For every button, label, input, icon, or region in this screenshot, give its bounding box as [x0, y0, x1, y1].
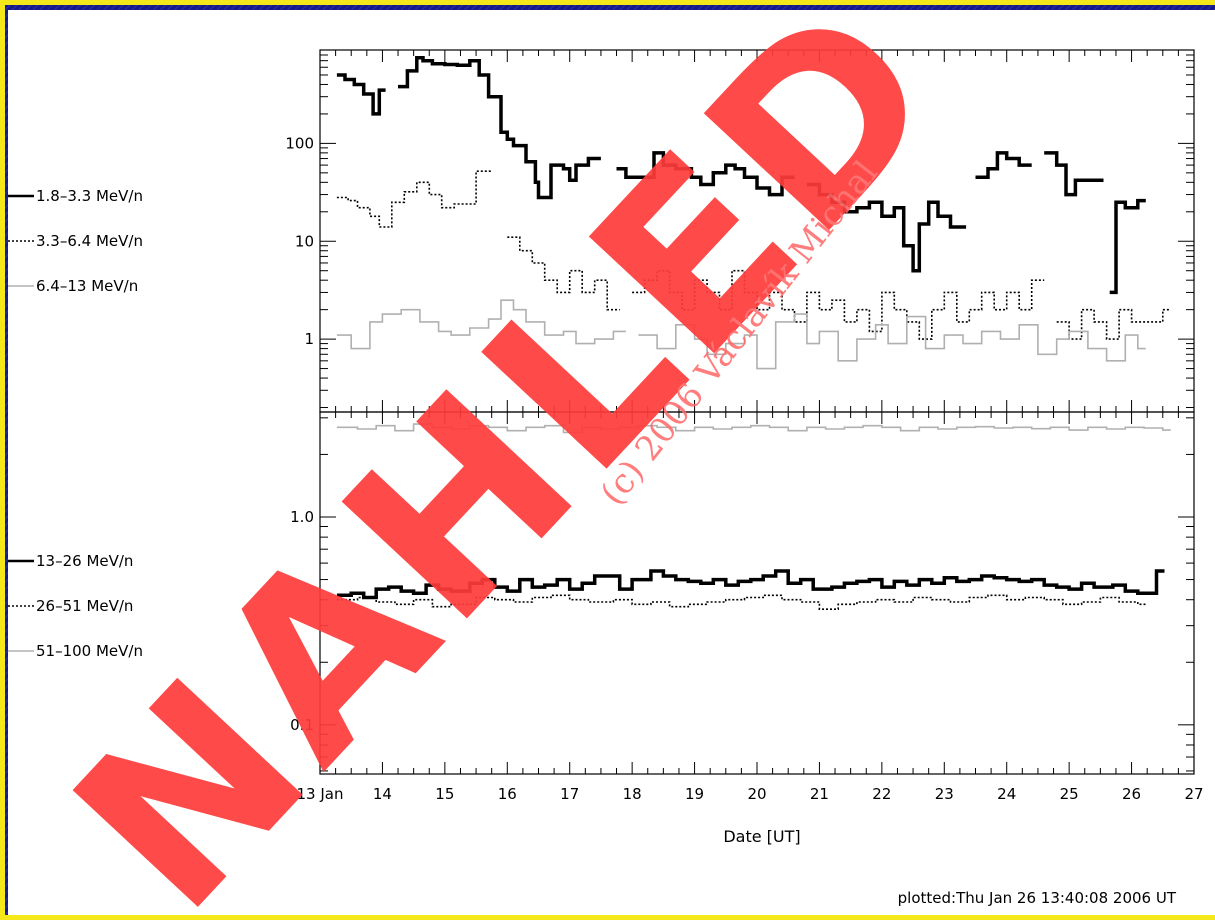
x-tick-label: 27 [1184, 785, 1203, 803]
y-tick-label: 0.1 [290, 716, 314, 734]
plotted-timestamp: plotted:Thu Jan 26 13:40:08 2006 UT [898, 889, 1177, 907]
x-tick-label: 23 [935, 785, 954, 803]
legend-label: 6.4–13 MeV/n [36, 277, 138, 295]
series-line-0-0 [336, 55, 1146, 295]
x-tick-label: 14 [373, 785, 392, 803]
x-tick-label: 26 [1122, 785, 1141, 803]
x-tick-label: 16 [498, 785, 517, 803]
particle-flux-chart: 1 10 100 0.1 1.0 13 Jan 14 15 16 17 18 19 20 21 22 23 24… [8, 10, 1204, 920]
x-tick-label: 24 [997, 785, 1016, 803]
legend-label: 1.8–3.3 MeV/n [36, 187, 143, 205]
y-tick-label: 10 [295, 232, 314, 250]
chart-panel: 1 10 100 0.1 1.0 13 Jan 14 15 16 17 18 19 20 21 22 23 24… [8, 10, 1215, 920]
series-line-1-1 [336, 594, 1146, 610]
legend-label: 51–100 MeV/n [36, 642, 143, 660]
y-tick-label: 1.0 [290, 508, 314, 526]
x-tick-label: 13 Jan [297, 785, 344, 803]
x-tick-label: 25 [1060, 785, 1079, 803]
x-tick-label: 20 [747, 785, 766, 803]
watermark-big-text: NAHLED [24, 10, 993, 920]
legend-label: 13–26 MeV/n [36, 552, 133, 570]
x-tick-label: 17 [560, 785, 579, 803]
y-tick-label: 100 [285, 134, 314, 152]
legend-label: 26–51 MeV/n [36, 597, 133, 615]
x-tick-label: 22 [872, 785, 891, 803]
x-tick-label: 15 [435, 785, 454, 803]
x-tick-label: 18 [623, 785, 642, 803]
series-line-1-0 [336, 569, 1165, 600]
y-tick-label: 1 [304, 330, 314, 348]
series-line-0-2 [336, 299, 1146, 370]
watermark: NAHLED (c) 2006 Václavík Michal [24, 10, 993, 920]
plot-frame-1 [319, 411, 1195, 775]
x-tick-label: 19 [685, 785, 704, 803]
x-tick-label: 21 [810, 785, 829, 803]
legend-label: 3.3–6.4 MeV/n [36, 232, 143, 250]
series-line-1-2 [336, 423, 1171, 434]
x-axis-label: Date [UT] [723, 827, 800, 846]
